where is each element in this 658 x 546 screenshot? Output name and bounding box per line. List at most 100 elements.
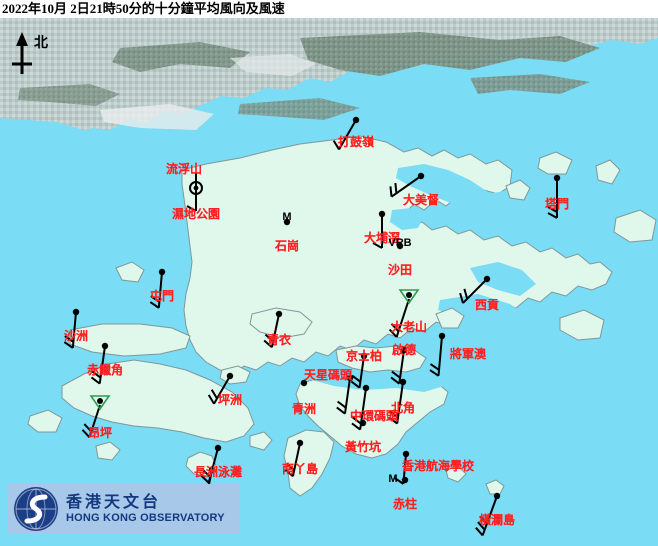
wind-barb-feather	[390, 323, 400, 333]
station-name-label: 屯門	[149, 289, 175, 303]
wind-barb-shaft	[390, 175, 422, 198]
station-marker[interactable]	[332, 116, 360, 150]
station-dot-icon	[483, 275, 491, 283]
station-marker[interactable]	[283, 218, 291, 226]
station-marker[interactable]	[186, 173, 197, 212]
station-dot-icon	[72, 308, 80, 316]
tsing-yi-island	[249, 307, 313, 339]
wind-barb-feather	[547, 212, 558, 219]
station-marker[interactable]	[459, 275, 491, 304]
station-marker[interactable]	[359, 419, 367, 427]
mainland-urban-bright	[230, 54, 316, 76]
station-name-label: 大埔滘	[363, 231, 401, 245]
station-name-label: 西貢	[474, 298, 500, 312]
station-marker[interactable]	[149, 268, 166, 309]
station-name-label: 南丫島	[281, 462, 319, 476]
wind-barb-feather	[207, 394, 215, 405]
station-marker[interactable]	[388, 289, 420, 338]
station-marker[interactable]	[547, 174, 561, 219]
wind-barb-feather	[547, 206, 558, 213]
wind-barb-feather	[389, 186, 393, 197]
chek-lap-kok-island	[69, 323, 191, 357]
outer-island	[95, 441, 121, 461]
station-marker[interactable]	[189, 181, 203, 195]
station-name-label: 青衣	[266, 333, 292, 347]
wind-barb-feather	[350, 380, 361, 389]
station-name-label: 橫瀾島	[478, 513, 516, 527]
station-dot-icon	[362, 384, 370, 392]
station-name-label: 香港航海學校	[401, 459, 475, 473]
station-marker[interactable]	[90, 342, 109, 385]
outer-island	[505, 179, 531, 201]
wind-barb-feather	[200, 474, 210, 484]
station-dot-icon	[296, 439, 304, 447]
tide-cove-water	[390, 208, 424, 230]
station-name-label: 赤柱	[392, 497, 418, 511]
station-dot-icon	[396, 242, 404, 250]
mountain-station-triangle-icon	[89, 395, 111, 411]
station-marker[interactable]	[429, 332, 446, 377]
waglan-island	[485, 479, 505, 495]
station-dot-icon	[208, 466, 216, 474]
wind-barb-feather	[394, 477, 404, 485]
wind-barb-feather	[391, 370, 401, 379]
wind-barb-feather	[285, 462, 295, 472]
wind-barb-feather	[429, 363, 440, 371]
station-name-label: 青洲	[291, 402, 317, 416]
wind-barb-feather	[388, 328, 398, 338]
station-label-layer: 打鼓嶺 流浮山 濕地公園 石崗 M 大美督 塔門 大埔滘 沙田 VRB 屯門 沙洲 赤鱲角 昂坪 青衣 大老山…	[0, 18, 658, 546]
mainland-vegetation-patch	[18, 84, 120, 106]
station-marker[interactable]	[372, 210, 386, 249]
wind-barb-shaft	[213, 375, 231, 405]
hko-logo-zh: 香港天文台	[66, 493, 162, 511]
wind-barb-feather	[372, 242, 383, 249]
station-marker[interactable]	[336, 374, 354, 415]
map-canvas[interactable]: 北 打鼓嶺 流浮山 濕地公園 石崗 M 大美督 塔門 大埔滘 沙田 VRB 屯門 沙洲 赤鱲角 昂坪 青衣大…	[0, 18, 658, 546]
station-dot-icon	[300, 379, 308, 387]
outer-island	[613, 209, 657, 243]
station-dot-icon	[275, 310, 283, 318]
station-marker[interactable]	[396, 242, 404, 250]
outer-island	[27, 409, 63, 433]
wind-barb-feather	[459, 292, 464, 304]
station-marker[interactable]	[389, 172, 425, 198]
wind-barb-shaft	[358, 355, 365, 388]
station-marker[interactable]	[81, 395, 111, 439]
wind-barb-shaft	[291, 442, 301, 477]
station-marker[interactable]	[300, 379, 308, 387]
station-marker[interactable]	[475, 492, 501, 537]
wind-barb-feather	[351, 422, 361, 431]
wind-barb-feather	[429, 369, 440, 377]
mainland-vegetation-patch	[238, 98, 360, 120]
station-dot-icon	[400, 346, 408, 354]
wind-barb-feather	[150, 295, 160, 303]
station-name-label: 昂坪	[87, 426, 113, 440]
wind-barb-feather	[264, 333, 274, 343]
station-name-label: 中環碼頭	[349, 409, 399, 423]
sai-kung-inlet-water	[470, 262, 536, 296]
station-dot-icon	[438, 332, 446, 340]
station-marker[interactable]	[401, 476, 409, 484]
station-dot-icon	[214, 444, 222, 452]
station-name-label: 赤鱲角	[86, 363, 124, 377]
hko-logo: 香港天文台 HONG KONG OBSERVATORY	[8, 484, 240, 534]
station-dot-icon	[401, 476, 409, 484]
wind-barb-shaft	[338, 119, 357, 150]
mainland-vegetation-patch	[300, 32, 600, 76]
wind-barb-feather	[202, 469, 211, 478]
station-marker[interactable]	[263, 310, 283, 349]
wind-barb-feather	[351, 374, 361, 383]
station-marker[interactable]	[63, 308, 80, 349]
station-marker[interactable]	[284, 439, 304, 478]
port-shelter-water	[438, 294, 530, 332]
mainland-vegetation-patch	[112, 42, 250, 72]
station-marker[interactable]	[350, 352, 368, 389]
wind-barb-feather	[390, 376, 400, 385]
station-name-label: 長洲泳灘	[193, 465, 243, 479]
outer-island	[435, 307, 465, 329]
station-marker[interactable]	[388, 378, 407, 425]
hko-swirl-logo-icon	[14, 487, 58, 531]
station-marker[interactable]	[390, 346, 408, 385]
station-marker[interactable]	[207, 372, 234, 405]
station-dot-icon	[406, 292, 412, 298]
